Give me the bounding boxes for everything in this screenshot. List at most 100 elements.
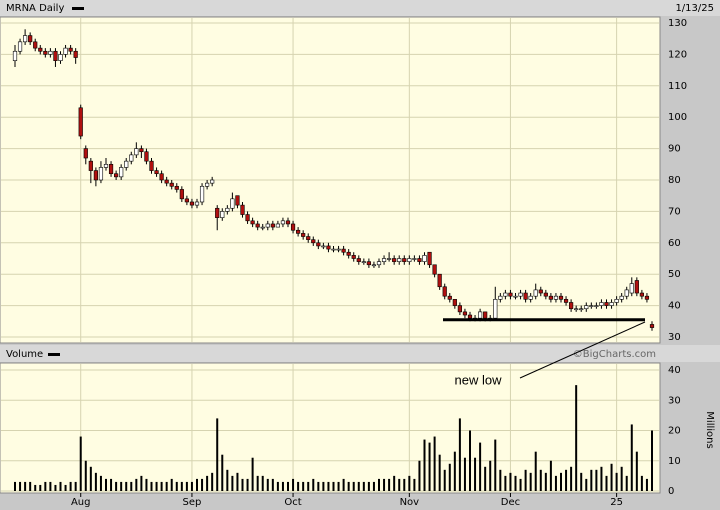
candle-body xyxy=(483,311,488,319)
volume-bar xyxy=(479,442,482,491)
candle-body xyxy=(493,299,498,319)
candle-body xyxy=(584,305,589,310)
candle-body xyxy=(366,261,371,266)
x-tick-label: Dec xyxy=(501,497,520,508)
candle-body xyxy=(432,264,437,275)
annotation: new low xyxy=(455,372,503,387)
volume-bar xyxy=(372,481,375,491)
candle-body xyxy=(376,261,382,266)
volume-bar xyxy=(59,481,62,491)
candle-body xyxy=(311,239,316,244)
volume-bar xyxy=(302,481,305,491)
x-tick-label: Nov xyxy=(400,497,420,508)
volume-bar xyxy=(261,475,264,491)
volume-bar xyxy=(211,472,214,491)
volume-bar xyxy=(99,475,102,491)
candle-body xyxy=(341,248,346,253)
volume-bar xyxy=(231,475,234,491)
candle-body xyxy=(629,283,634,294)
volume-bar xyxy=(24,481,27,491)
volume-bar xyxy=(418,460,421,491)
y-tick-label: 40 xyxy=(668,301,681,312)
volume-bar xyxy=(357,481,360,491)
volume-bar xyxy=(383,478,386,491)
candle-body xyxy=(397,258,402,262)
volume-bar xyxy=(534,451,537,491)
volume-bar xyxy=(403,478,406,491)
volume-bar xyxy=(115,481,118,491)
volume-bar xyxy=(180,481,183,491)
volume-bar xyxy=(226,469,229,491)
candle-body xyxy=(356,258,361,262)
volume-bar xyxy=(378,478,380,491)
candle-body xyxy=(260,226,265,229)
volume-bar xyxy=(216,418,219,491)
y-tick-label: 70 xyxy=(668,206,681,217)
candle-body xyxy=(447,295,452,300)
volume-bar xyxy=(529,472,532,491)
candle-body xyxy=(174,185,179,190)
volume-bar xyxy=(367,481,370,491)
candle-body xyxy=(609,302,614,306)
volume-bar xyxy=(175,481,178,491)
candle-body xyxy=(503,292,508,297)
candle-body xyxy=(614,299,619,303)
candle-body xyxy=(43,50,48,55)
candle-body xyxy=(407,258,412,262)
volume-bar xyxy=(560,472,562,491)
candle-body xyxy=(129,154,134,162)
volume-bar xyxy=(453,451,456,491)
volume-bar xyxy=(352,481,355,491)
volume-bar xyxy=(266,478,269,491)
candle-body xyxy=(371,264,377,267)
volume-bar xyxy=(494,439,497,491)
volume-bar xyxy=(433,436,436,491)
volume-bar xyxy=(362,481,365,491)
candle-body xyxy=(498,295,503,300)
candle-body xyxy=(387,258,392,260)
volume-bar xyxy=(105,478,107,491)
volume-bar xyxy=(297,481,300,491)
volume-bar xyxy=(458,418,461,491)
candle-body xyxy=(452,299,457,306)
candle-body xyxy=(569,302,574,310)
y-tick-label: 10 xyxy=(668,456,681,467)
candle-body xyxy=(78,107,83,137)
candle-body xyxy=(553,295,559,300)
candle-body xyxy=(124,160,129,168)
volume-bar xyxy=(443,469,446,491)
volume-bar xyxy=(130,481,133,491)
volume-bar xyxy=(635,451,638,491)
candle-body xyxy=(533,289,538,297)
volume-bar xyxy=(651,430,653,491)
candle-body xyxy=(579,308,584,311)
candle-body xyxy=(427,251,432,266)
volume-bar xyxy=(49,481,52,491)
candle-body xyxy=(68,47,73,52)
candle-body xyxy=(462,311,468,316)
candle-body xyxy=(103,164,109,168)
volume-bar xyxy=(413,478,416,491)
volume-title: Volume xyxy=(6,349,43,360)
candle-body xyxy=(275,223,280,228)
volume-bar xyxy=(39,484,42,491)
header-bar xyxy=(0,0,720,16)
volume-bar xyxy=(74,481,77,491)
volume-bar xyxy=(393,475,396,491)
volume-bar xyxy=(221,454,224,491)
volume-bar xyxy=(605,475,608,491)
volume-bar xyxy=(64,484,67,491)
volume-bar xyxy=(312,478,315,491)
annotation-pointer xyxy=(519,321,646,379)
volume-bar xyxy=(408,475,411,491)
volume-bar xyxy=(327,481,330,491)
volume-bar xyxy=(620,466,623,491)
volume-bar xyxy=(34,484,37,491)
candle-body xyxy=(119,167,124,178)
candle-body xyxy=(134,148,139,156)
volume-bar xyxy=(575,385,578,491)
candle-body xyxy=(169,182,174,187)
candle-body xyxy=(558,295,564,300)
candle-body xyxy=(114,173,119,178)
